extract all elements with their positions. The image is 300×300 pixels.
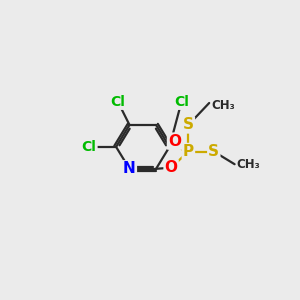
Text: S: S: [208, 144, 219, 159]
Text: O: O: [168, 134, 181, 148]
Text: CH₃: CH₃: [236, 158, 260, 171]
Text: O: O: [165, 160, 178, 175]
Text: CH₃: CH₃: [211, 99, 235, 112]
Text: S: S: [183, 117, 194, 132]
Text: Cl: Cl: [110, 95, 125, 109]
Text: Cl: Cl: [82, 140, 97, 154]
Text: Cl: Cl: [174, 95, 189, 109]
Text: P: P: [183, 144, 194, 159]
Text: N: N: [123, 161, 136, 176]
